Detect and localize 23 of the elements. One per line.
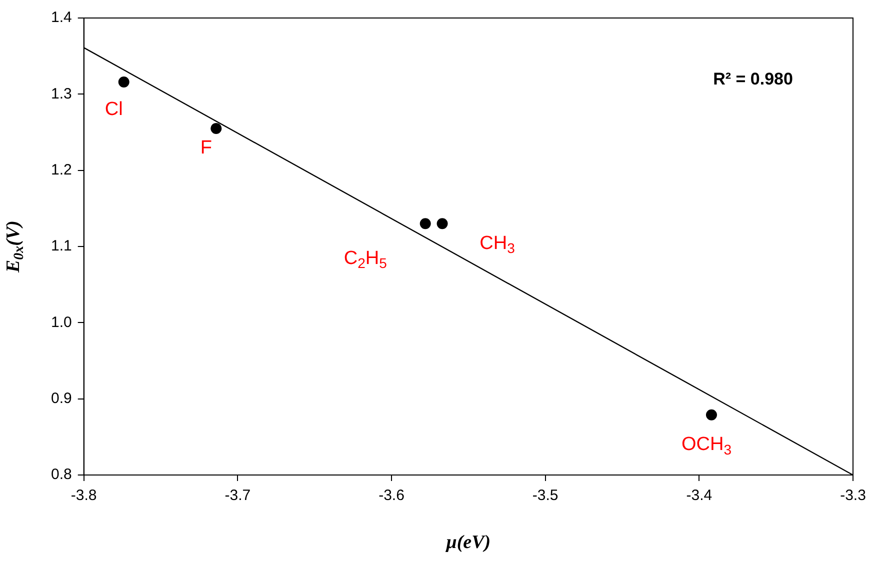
y-tick-label: 1.0 — [50, 314, 72, 331]
y-tick-label: 1.4 — [50, 9, 72, 26]
annotation: Cl — [104, 99, 123, 120]
x-tick-label: -3.6 — [378, 487, 404, 504]
y-tick-label: 1.3 — [50, 85, 72, 102]
x-tick-label: -3.7 — [224, 487, 251, 504]
y-tick-label: 1.1 — [50, 238, 72, 255]
point — [436, 218, 448, 230]
annotation: F — [200, 138, 212, 159]
y-tick-label: 0.8 — [50, 466, 72, 484]
point — [420, 218, 431, 230]
x-tick-label: -3.3 — [840, 487, 866, 504]
point — [118, 76, 130, 88]
point — [210, 122, 222, 134]
point — [706, 409, 717, 420]
annotation: R² = 0.980 — [713, 70, 793, 89]
y-tick-label: 0.9 — [50, 390, 72, 407]
y-tick-label: 1.2 — [50, 161, 72, 178]
x-tick-label: -3.5 — [532, 487, 558, 504]
x-axis-title: μ(eV) — [445, 532, 491, 553]
x-tick-label: -3.8 — [70, 487, 97, 504]
y-axis-title: E0x(V) — [2, 220, 28, 274]
x-tick-label: -3.4 — [686, 487, 712, 504]
